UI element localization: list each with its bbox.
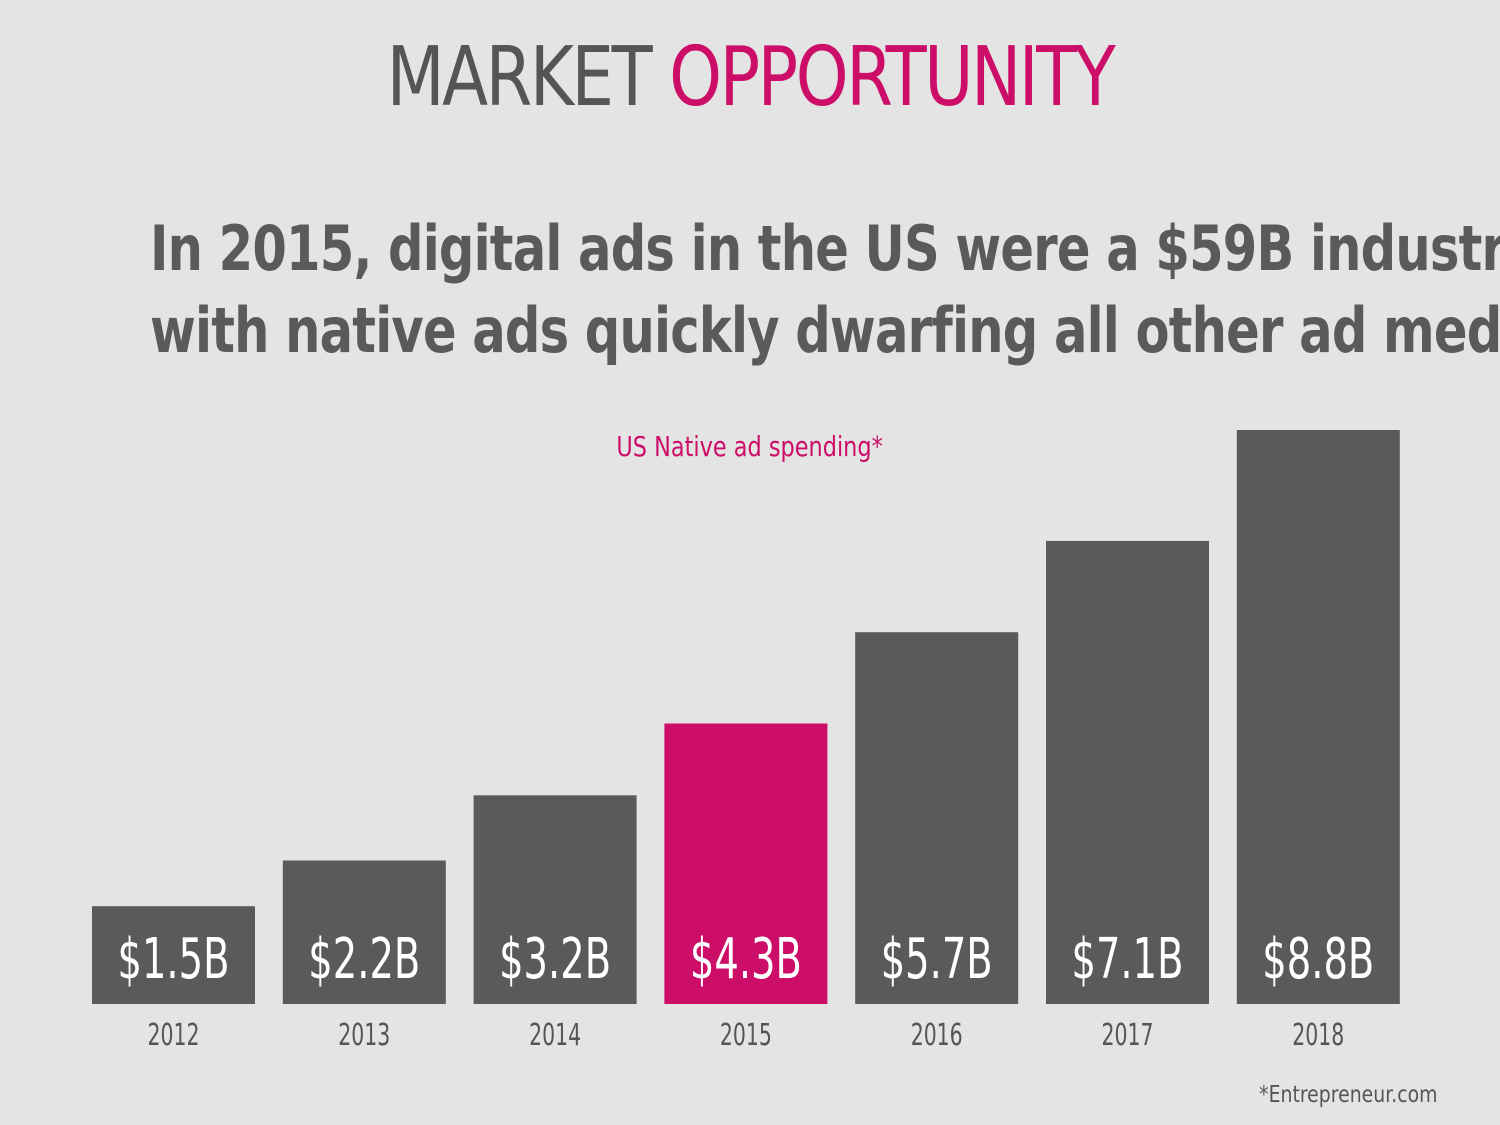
bar-value-label-2013: $2.2B [308, 927, 420, 992]
title-part-market: MARKET [386, 30, 653, 125]
bar-2018 [1236, 430, 1400, 1004]
x-tick-label-2016: 2016 [911, 1018, 963, 1053]
bar-group-2013: $2.2B 2013 [282, 860, 446, 1053]
bar-group-2018: $8.8B 2018 [1236, 430, 1400, 1053]
x-tick-label-2012: 2012 [148, 1018, 200, 1053]
source-note: *Entrepreneur.com [1259, 1082, 1438, 1108]
bar-value-label-2015: $4.3B [690, 927, 802, 992]
bar-value-label-2018: $8.8B [1262, 927, 1374, 992]
bar-2013 [282, 860, 446, 1004]
x-tick-label-2018: 2018 [1292, 1018, 1344, 1053]
subtitle-line-1: In 2015, digital ads in the US were a $5… [150, 212, 1500, 285]
slide-subtitle: In 2015, digital ads in the US were a $5… [150, 208, 1500, 372]
subtitle-line-2: with native ads quickly dwarfing all oth… [150, 294, 1500, 367]
bar-group-2015: $4.3B 2015 [664, 723, 828, 1053]
bar-group-2012: $1.5B 2012 [92, 906, 255, 1053]
chart-title: US Native ad spending* [616, 430, 883, 463]
bar-2012 [92, 906, 255, 1004]
bar-2014 [473, 795, 637, 1004]
bar-value-label-2014: $3.2B [499, 927, 611, 992]
bar-2016 [855, 632, 1019, 1004]
bar-value-label-2016: $5.7B [881, 927, 993, 992]
bar-2017 [1046, 540, 1209, 1004]
bar-value-label-2017: $7.1B [1072, 927, 1184, 992]
slide-title: MARKET OPPORTUNITY [135, 30, 1365, 125]
x-tick-label-2013: 2013 [338, 1018, 390, 1053]
bar-value-label-2012: $1.5B [118, 927, 230, 992]
x-tick-label-2017: 2017 [1102, 1018, 1154, 1053]
x-tick-label-2015: 2015 [720, 1018, 772, 1053]
bar-group-2014: $3.2B 2014 [473, 795, 637, 1053]
title-part-opportunity: OPPORTUNITY [669, 30, 1116, 125]
bar-group-2016: $5.7B 2016 [855, 632, 1019, 1053]
x-tick-label-2014: 2014 [529, 1018, 581, 1053]
bar-group-2017: $7.1B 2017 [1046, 540, 1209, 1053]
bar-2015 [664, 723, 828, 1004]
